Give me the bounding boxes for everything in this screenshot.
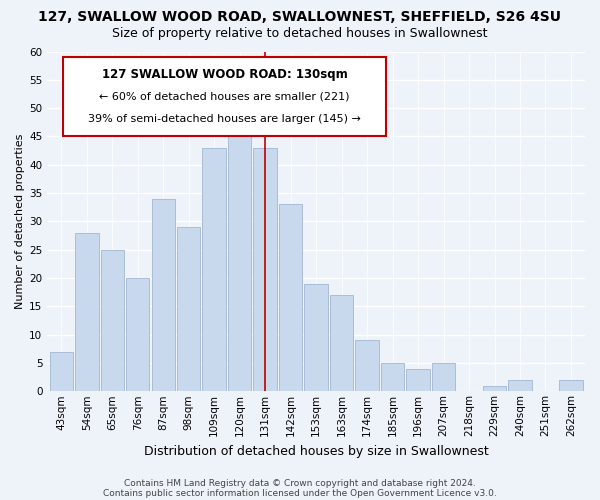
Bar [559,380,583,392]
Bar [126,278,149,392]
Text: Size of property relative to detached houses in Swallownest: Size of property relative to detached ho… [112,28,488,40]
Text: Contains HM Land Registry data © Crown copyright and database right 2024.: Contains HM Land Registry data © Crown c… [124,478,476,488]
Bar [304,284,328,392]
Bar [508,380,532,392]
Bar [279,204,302,392]
Bar [50,352,73,392]
Bar [228,125,251,392]
Y-axis label: Number of detached properties: Number of detached properties [15,134,25,309]
Bar [152,198,175,392]
X-axis label: Distribution of detached houses by size in Swallownest: Distribution of detached houses by size … [144,444,488,458]
Bar [355,340,379,392]
Bar [253,148,277,392]
FancyBboxPatch shape [64,56,386,136]
Bar [432,363,455,392]
Bar [483,386,506,392]
Text: 127, SWALLOW WOOD ROAD, SWALLOWNEST, SHEFFIELD, S26 4SU: 127, SWALLOW WOOD ROAD, SWALLOWNEST, SHE… [38,10,562,24]
Text: ← 60% of detached houses are smaller (221): ← 60% of detached houses are smaller (22… [100,92,350,102]
Text: 127 SWALLOW WOOD ROAD: 130sqm: 127 SWALLOW WOOD ROAD: 130sqm [102,68,347,80]
Bar [406,368,430,392]
Bar [101,250,124,392]
Text: 39% of semi-detached houses are larger (145) →: 39% of semi-detached houses are larger (… [88,114,361,124]
Bar [381,363,404,392]
Bar [75,232,98,392]
Bar [202,148,226,392]
Text: Contains public sector information licensed under the Open Government Licence v3: Contains public sector information licen… [103,488,497,498]
Bar [177,227,200,392]
Bar [330,295,353,392]
